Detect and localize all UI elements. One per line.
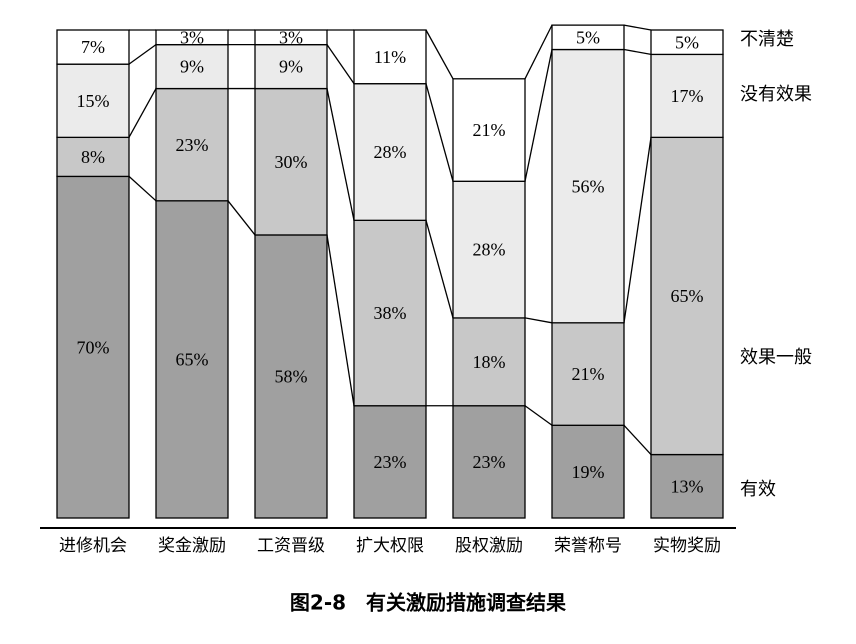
connector — [425, 83, 454, 182]
connector — [623, 48, 652, 56]
connector — [227, 200, 256, 236]
bar-segment — [551, 322, 625, 426]
value-label: 9% — [279, 57, 303, 77]
value-label: 19% — [572, 462, 605, 482]
connector — [326, 44, 355, 85]
value-label: 21% — [473, 120, 506, 140]
value-label: 11% — [374, 47, 406, 67]
x-tick-label: 工资晋级 — [257, 536, 325, 556]
connector — [524, 405, 553, 426]
bar-segment — [155, 200, 229, 519]
value-label: 3% — [180, 27, 204, 47]
bar-segment — [452, 405, 526, 519]
connector — [623, 24, 652, 31]
bar-segment — [551, 48, 625, 324]
bar-segment — [353, 405, 427, 519]
caption: 图2-8 有关激励措施调查结果 — [290, 591, 566, 615]
value-label: 58% — [275, 367, 308, 387]
connector — [425, 220, 454, 319]
connector — [128, 44, 157, 65]
bar-segment — [650, 29, 724, 56]
connector — [524, 24, 553, 80]
bar-segment — [551, 24, 625, 51]
bar-segment — [353, 83, 427, 221]
bar-segment — [56, 136, 130, 178]
value-label: 65% — [176, 350, 209, 370]
bar-segment — [254, 29, 328, 46]
connector — [128, 88, 157, 138]
connector — [524, 49, 553, 182]
x-tick-label: 扩大权限 — [356, 536, 424, 556]
value-label: 5% — [576, 27, 600, 47]
value-label: 23% — [473, 452, 506, 472]
value-label: 5% — [675, 32, 699, 52]
legend-label: 没有效果 — [740, 84, 812, 105]
bar-segment — [452, 180, 526, 319]
value-label: 17% — [671, 86, 704, 106]
value-label: 70% — [77, 337, 110, 357]
value-label: 7% — [81, 37, 105, 57]
value-label: 23% — [374, 452, 407, 472]
bar-segment — [650, 53, 724, 139]
x-tick-label: 股权激励 — [455, 536, 523, 556]
legend-label: 效果一般 — [740, 347, 812, 368]
bar-segment — [353, 29, 427, 85]
value-label: 9% — [180, 57, 204, 77]
bar-segment — [155, 43, 229, 90]
bar-segment — [452, 78, 526, 182]
value-label: 23% — [176, 135, 209, 155]
bar-segment — [254, 234, 328, 519]
bar-segment — [650, 453, 724, 519]
x-tick-label: 进修机会 — [59, 536, 127, 556]
legend-label: 不清楚 — [740, 29, 794, 50]
legend-label: 有效 — [740, 479, 776, 500]
bar-segment — [551, 424, 625, 519]
connector — [524, 317, 553, 324]
value-label: 15% — [77, 91, 110, 111]
connector — [623, 424, 652, 456]
value-label: 21% — [572, 364, 605, 384]
bar-segment — [254, 87, 328, 236]
x-tick-label: 奖金激励 — [158, 536, 226, 556]
value-label: 28% — [473, 240, 506, 260]
value-label: 38% — [374, 303, 407, 323]
bar-segment — [452, 317, 526, 407]
bar-segment — [155, 29, 229, 46]
value-label: 18% — [473, 352, 506, 372]
value-label: 65% — [671, 286, 704, 306]
bar-segment — [56, 175, 130, 519]
x-tick-label: 实物奖励 — [653, 536, 721, 556]
value-label: 3% — [279, 27, 303, 47]
connector — [128, 175, 157, 202]
connector — [623, 137, 652, 323]
value-label: 28% — [374, 142, 407, 162]
connector — [425, 29, 454, 80]
connector — [326, 88, 355, 221]
connector — [326, 234, 355, 406]
value-label: 30% — [275, 152, 308, 172]
value-label: 13% — [671, 476, 704, 496]
bar-segment — [155, 87, 229, 202]
bar-segment — [353, 219, 427, 407]
bar-segment — [56, 29, 130, 65]
value-label: 56% — [572, 176, 605, 196]
x-tick-label: 荣誉称号 — [554, 536, 622, 556]
value-label: 8% — [81, 147, 105, 167]
